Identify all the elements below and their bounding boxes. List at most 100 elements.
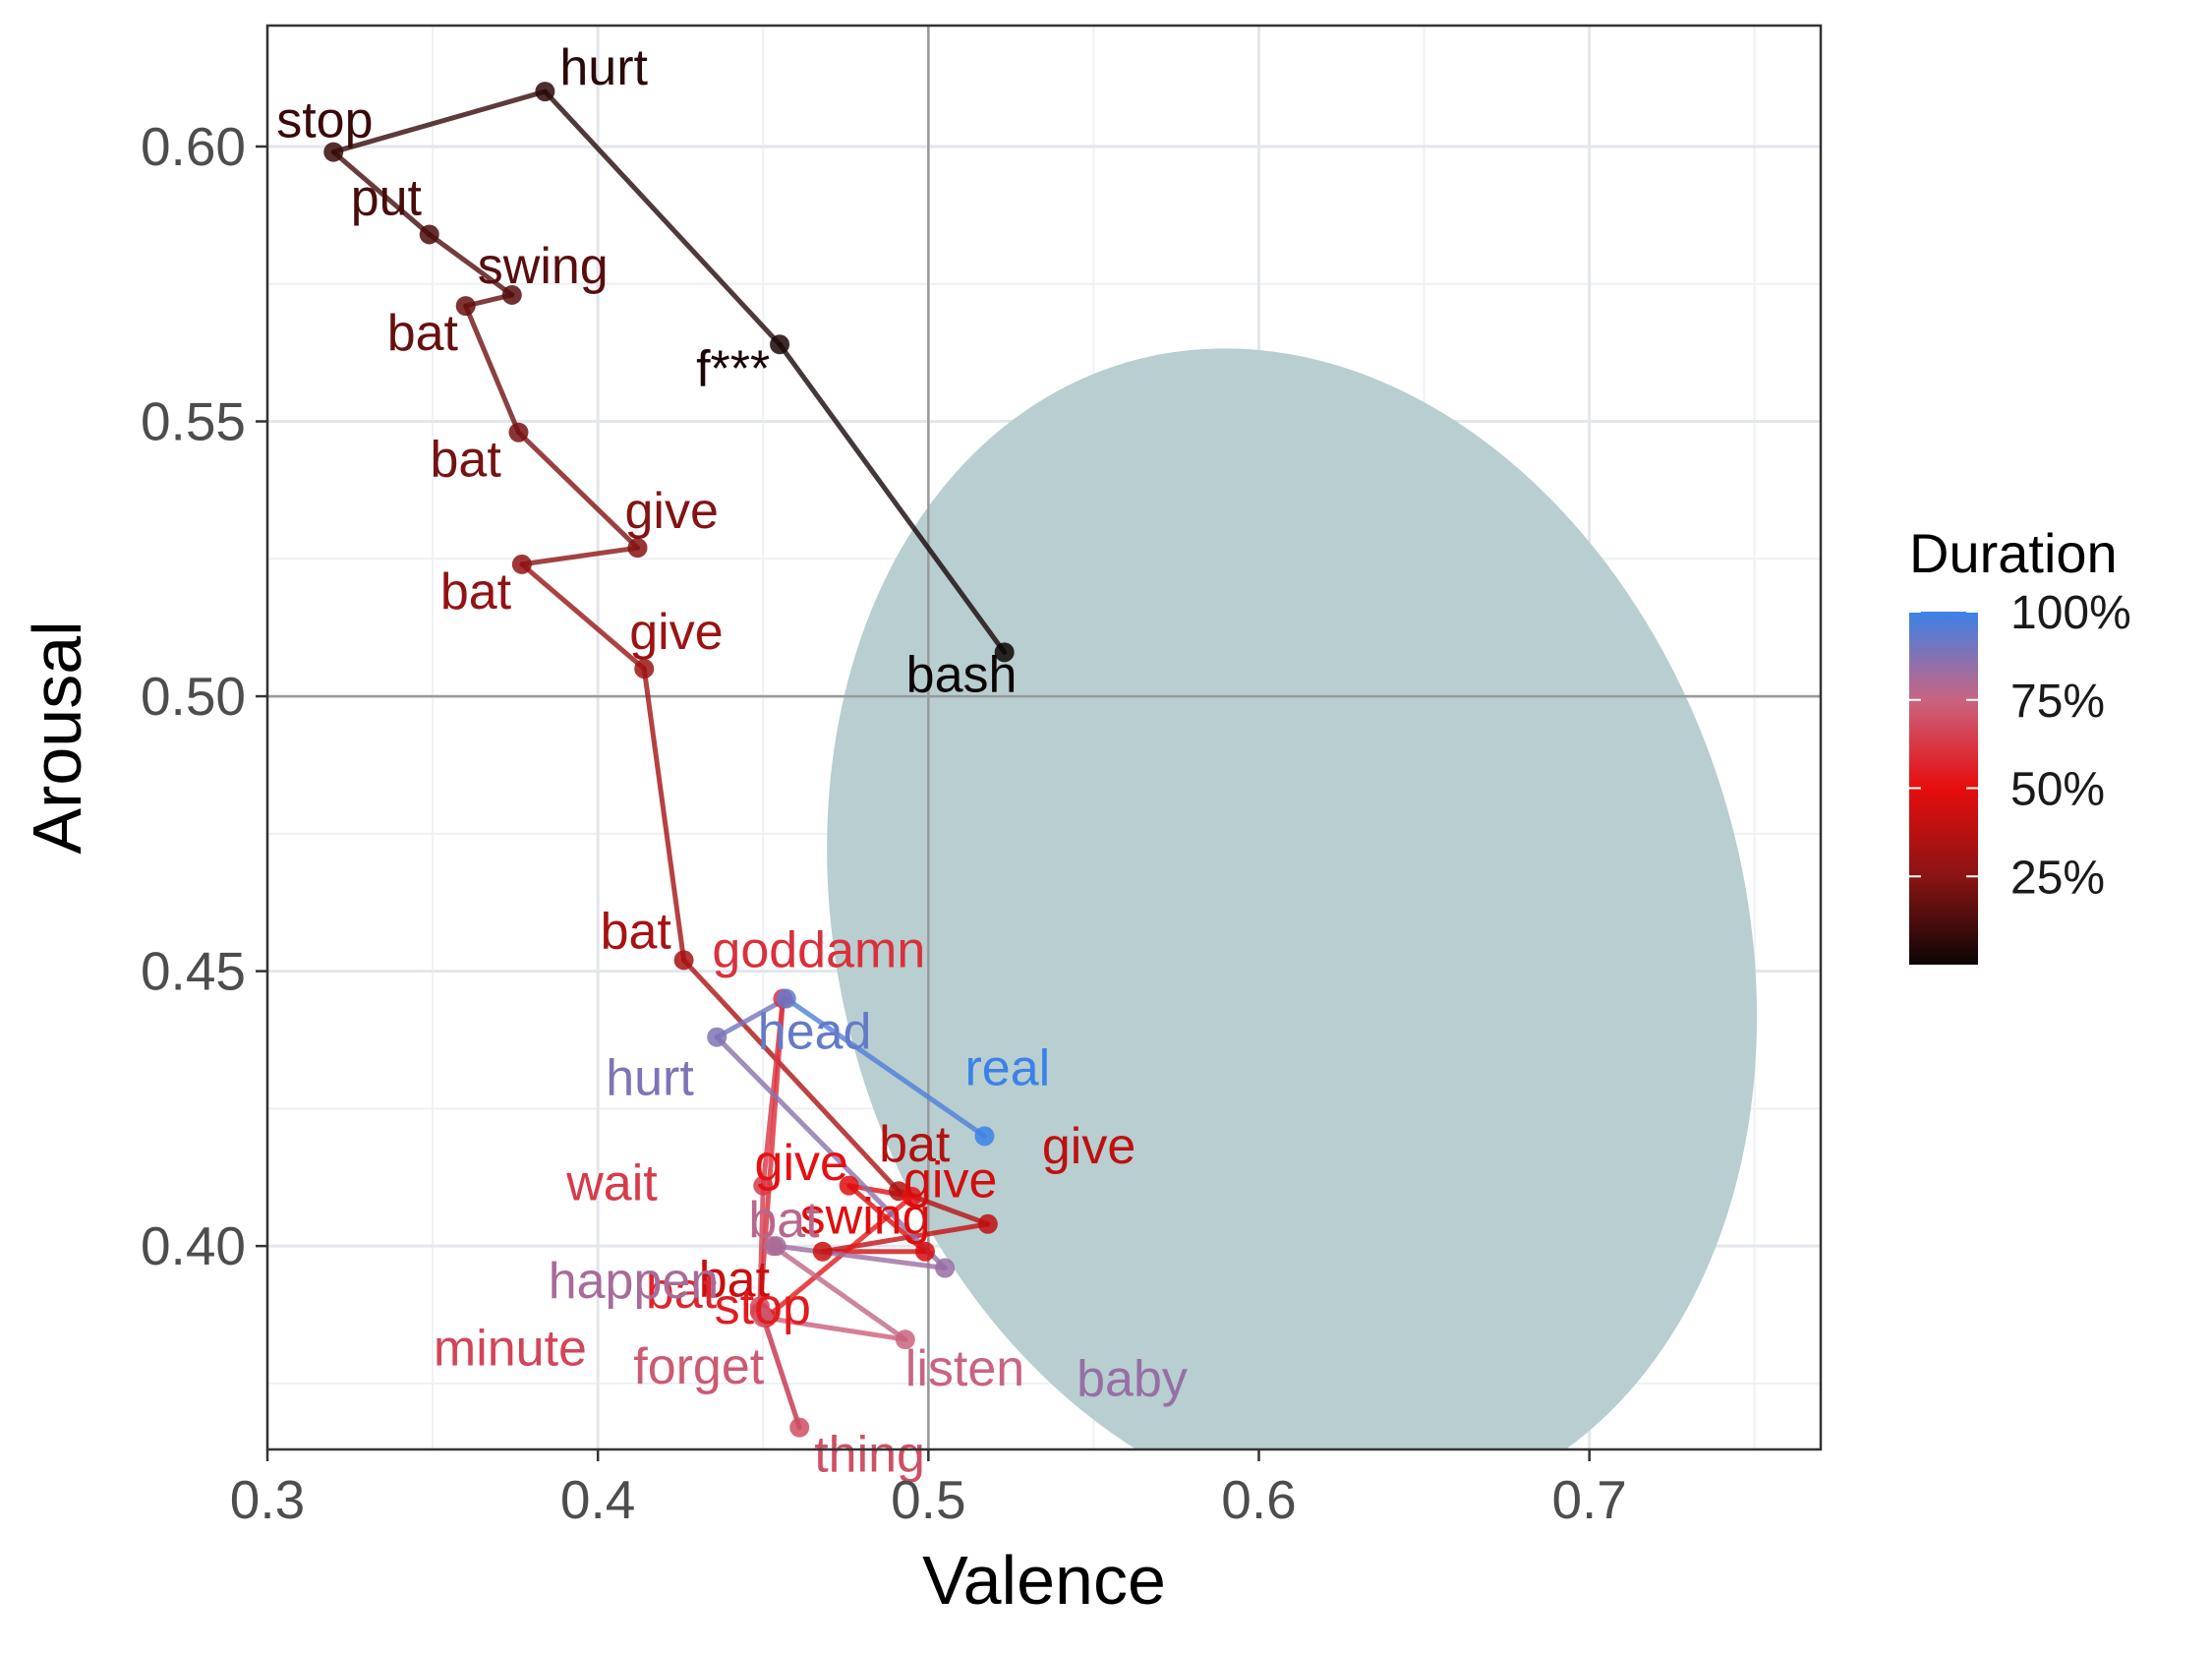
data-point <box>511 554 532 574</box>
word-label: wait <box>565 1155 658 1212</box>
data-point <box>508 422 529 443</box>
word-label: swing <box>800 1189 931 1246</box>
trajectory-segment <box>760 1315 908 1342</box>
y-axis-label: Arousal <box>19 620 95 854</box>
legend-tick-label: 50% <box>2010 764 2105 816</box>
word-label: give <box>755 1135 848 1192</box>
data-point <box>627 538 648 559</box>
data-point <box>977 1213 998 1234</box>
data-point <box>902 1186 922 1207</box>
legend-tick-label: 100% <box>2010 587 2131 639</box>
word-label: give <box>903 1152 997 1210</box>
word-labels: bashf***hurtstopputswingbatbatgivebatgiv… <box>276 39 1188 1484</box>
reference-lines <box>267 26 1821 1449</box>
data-point <box>839 1175 859 1196</box>
trajectory-segment <box>777 341 1008 655</box>
trajectory-segment <box>784 996 987 1139</box>
trajectory-segment <box>760 1315 802 1431</box>
trajectory-points <box>323 82 1015 1438</box>
word-label: real <box>964 1039 1050 1096</box>
confidence-ellipse <box>827 348 1758 1449</box>
trajectory-segment <box>641 666 687 963</box>
data-point <box>812 1241 833 1262</box>
data-point <box>766 1236 786 1257</box>
data-point <box>634 659 655 679</box>
y-tick-label: 0.55 <box>141 391 246 452</box>
x-axis: 0.3 0.4 0.5 0.6 0.7 <box>230 1449 1627 1530</box>
word-label: bash <box>906 646 1018 703</box>
word-label: stop <box>715 1278 811 1335</box>
word-label: give <box>625 483 719 540</box>
y-axis: 0.40 0.45 0.50 0.55 0.60 <box>141 116 267 1276</box>
trajectory-segment <box>463 303 521 436</box>
word-label: happen <box>549 1253 720 1310</box>
word-label: head <box>758 1004 872 1061</box>
data-point <box>776 988 796 1009</box>
data-point <box>419 224 439 245</box>
word-label: bat <box>601 903 672 960</box>
trajectory-segment <box>774 1243 948 1271</box>
x-tick-label: 0.3 <box>230 1469 305 1530</box>
data-point <box>789 1417 810 1438</box>
word-label: bat <box>440 563 512 620</box>
trajectory-segment <box>764 1194 915 1321</box>
word-label: thing <box>814 1427 925 1484</box>
data-point <box>974 1126 995 1147</box>
legend: Duration 100% 75% 50% 25% <box>1909 522 2131 965</box>
word-label: bat <box>879 1116 951 1173</box>
data-point <box>323 142 344 162</box>
trajectory-segment <box>330 149 433 237</box>
word-label: bat <box>699 1252 771 1309</box>
data-point <box>994 642 1015 663</box>
trajectory-segment <box>519 545 641 567</box>
word-label: goddamn <box>712 922 925 979</box>
x-axis-label: Valence <box>922 1542 1166 1619</box>
trajectory-segment <box>330 89 548 155</box>
data-point <box>935 1258 956 1278</box>
word-label: stop <box>276 92 373 149</box>
legend-tick-label: 25% <box>2010 852 2105 904</box>
legend-title: Duration <box>1909 522 2118 584</box>
word-label: forget <box>633 1338 765 1395</box>
word-label: hurt <box>559 39 648 96</box>
word-label: swing <box>478 238 609 295</box>
trajectory-segments <box>330 89 1008 1431</box>
data-point <box>673 950 694 971</box>
y-tick-label: 0.45 <box>141 941 246 1002</box>
data-point <box>753 1307 774 1328</box>
legend-ticks: 100% 75% 50% 25% <box>1909 587 2131 904</box>
word-label: minute <box>434 1321 587 1378</box>
x-tick-label: 0.5 <box>891 1469 965 1530</box>
trajectory-segment <box>681 957 902 1194</box>
word-label: put <box>351 169 423 226</box>
data-point <box>455 296 476 317</box>
y-tick-label: 0.60 <box>141 116 246 177</box>
trajectory-segment <box>714 996 789 1040</box>
word-label: bat <box>430 432 501 489</box>
trajectory-segment <box>427 231 515 298</box>
trajectory-segment <box>515 430 641 551</box>
legend-tick-label: 75% <box>2010 676 2105 728</box>
word-label: bat <box>748 1192 820 1249</box>
data-point <box>501 284 522 305</box>
word-label: listen <box>905 1340 1024 1397</box>
data-point <box>895 1329 915 1350</box>
data-point <box>914 1241 935 1262</box>
trajectory-segment <box>519 561 647 672</box>
word-label: hurt <box>606 1050 694 1107</box>
x-tick-label: 0.6 <box>1221 1469 1296 1530</box>
x-tick-label: 0.7 <box>1551 1469 1626 1530</box>
trajectory-segment <box>542 89 783 347</box>
word-label: bat <box>387 305 459 362</box>
word-label: f*** <box>696 340 770 397</box>
y-tick-label: 0.50 <box>141 666 246 727</box>
data-point <box>770 334 790 355</box>
data-point <box>535 82 555 102</box>
word-label: bat <box>646 1263 718 1320</box>
plot-border <box>265 24 1823 1451</box>
trajectory-segment <box>714 1034 948 1271</box>
word-label: give <box>1042 1118 1135 1175</box>
x-tick-label: 0.4 <box>560 1469 635 1530</box>
word-label: baby <box>1077 1351 1188 1408</box>
